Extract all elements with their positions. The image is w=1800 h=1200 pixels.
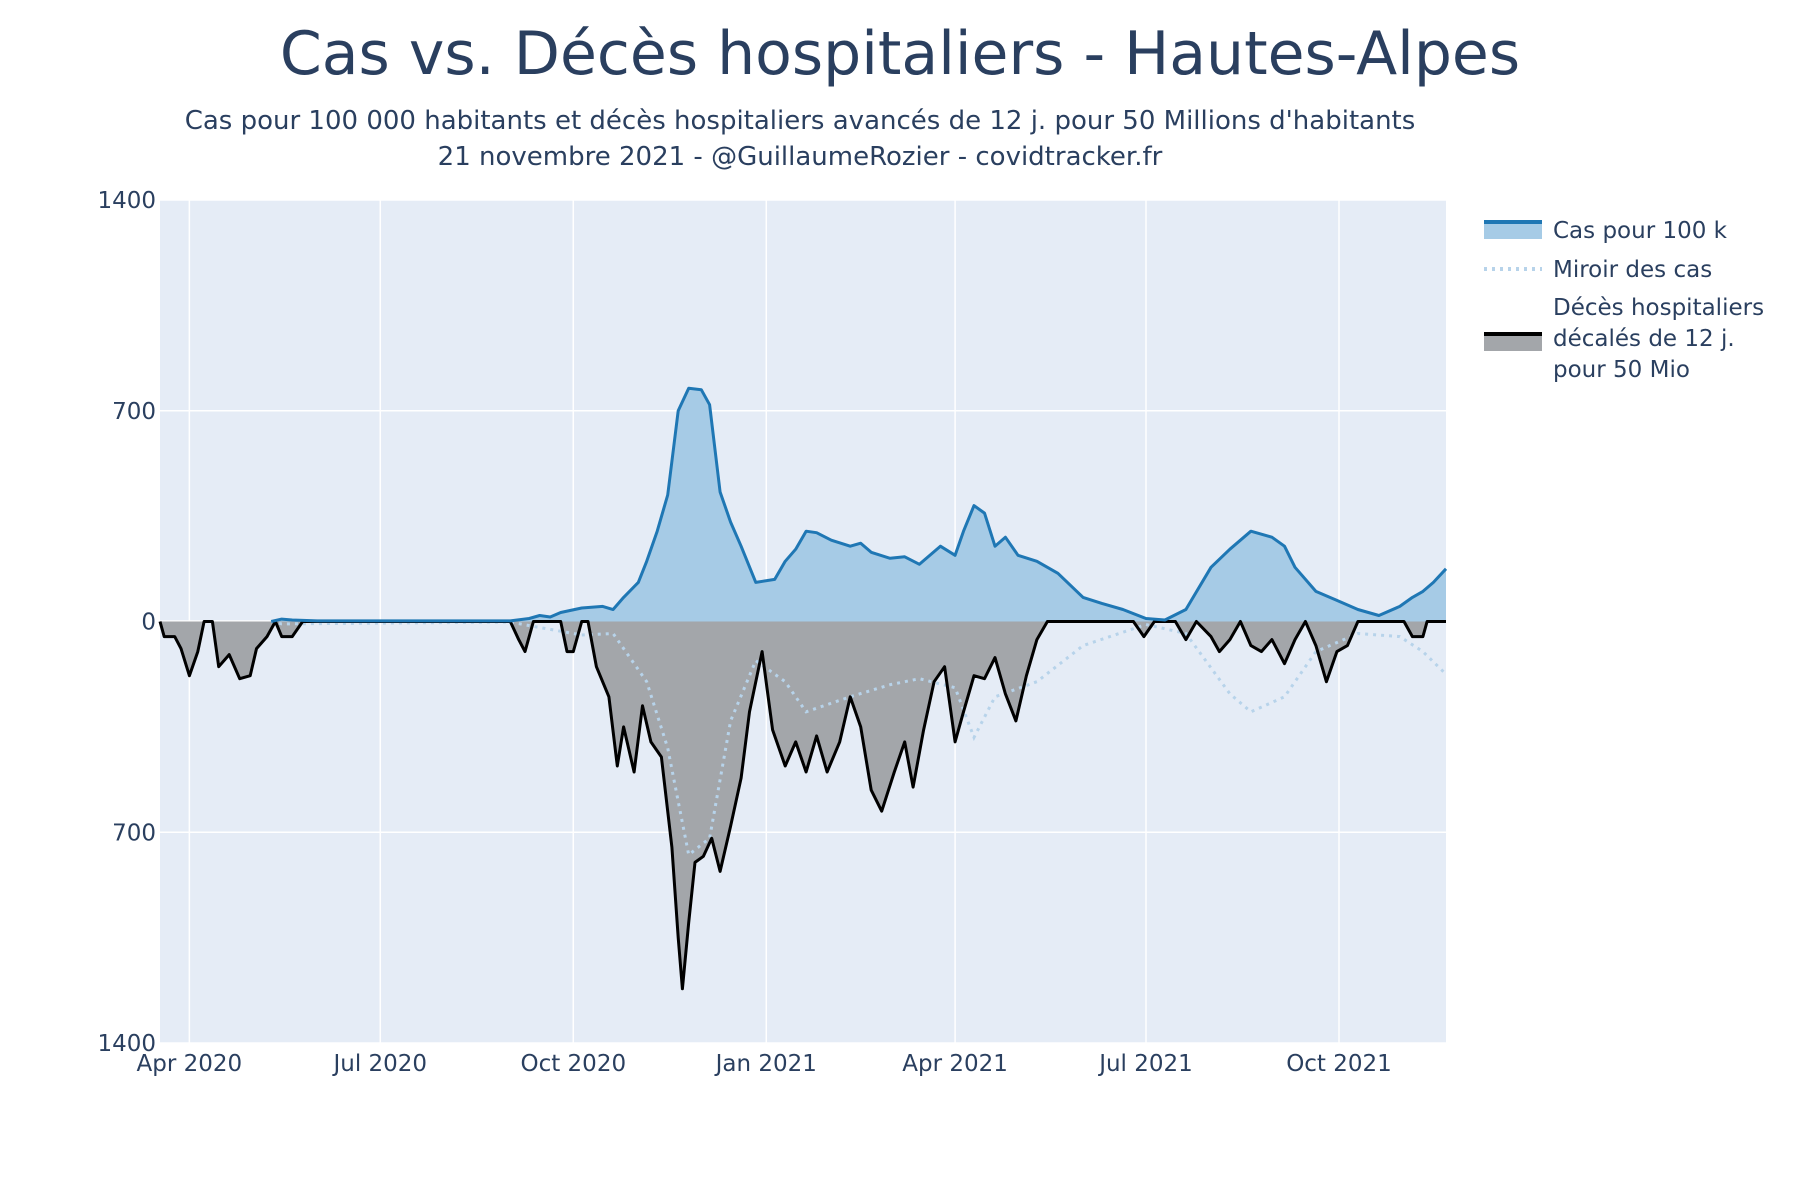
x-tick-label: Apr 2020 xyxy=(137,1051,243,1077)
legend-swatch-deaths xyxy=(1484,333,1542,351)
x-tick-label: Jul 2020 xyxy=(331,1051,427,1077)
chart-subtitle-line-1: Cas pour 100 000 habitants et décès hosp… xyxy=(184,106,1416,136)
chart-title: Cas vs. Décès hospitaliers - Hautes-Alpe… xyxy=(279,19,1521,89)
legend-label-mirror: Miroir des cas xyxy=(1553,257,1712,283)
legend-label-deaths-line: pour 50 Mio xyxy=(1553,357,1690,383)
legend-label-deaths-line: décalés de 12 j. xyxy=(1553,326,1735,352)
y-tick-label: 1400 xyxy=(97,188,156,214)
legend: Cas pour 100 k Miroir des cas Décès hospit… xyxy=(1484,218,1764,383)
x-tick-label: Apr 2021 xyxy=(902,1051,1008,1077)
y-tick-label: 700 xyxy=(112,399,156,425)
mirror-line xyxy=(270,620,1448,858)
legend-swatch-cases xyxy=(1484,221,1542,239)
y-tick-label: 0 xyxy=(141,610,156,636)
chart-subtitle-line-2: 21 novembre 2021 - @GuillaumeRozier - co… xyxy=(437,142,1163,172)
cases-line xyxy=(270,386,1448,623)
x-tick-label: Oct 2021 xyxy=(1286,1051,1392,1077)
x-tick-label: Jan 2021 xyxy=(714,1051,817,1077)
legend-label-cases: Cas pour 100 k xyxy=(1553,218,1728,244)
legend-label-deaths-line: Décès hospitaliers xyxy=(1553,295,1764,321)
deaths-line xyxy=(158,620,1446,991)
y-tick-label: 1400 xyxy=(97,1031,156,1057)
x-tick-label: Jul 2021 xyxy=(1097,1051,1193,1077)
x-tick-label: Oct 2020 xyxy=(520,1051,626,1077)
deaths-area xyxy=(160,621,1446,989)
series-layer xyxy=(158,386,1448,991)
y-tick-label: 700 xyxy=(112,820,156,846)
